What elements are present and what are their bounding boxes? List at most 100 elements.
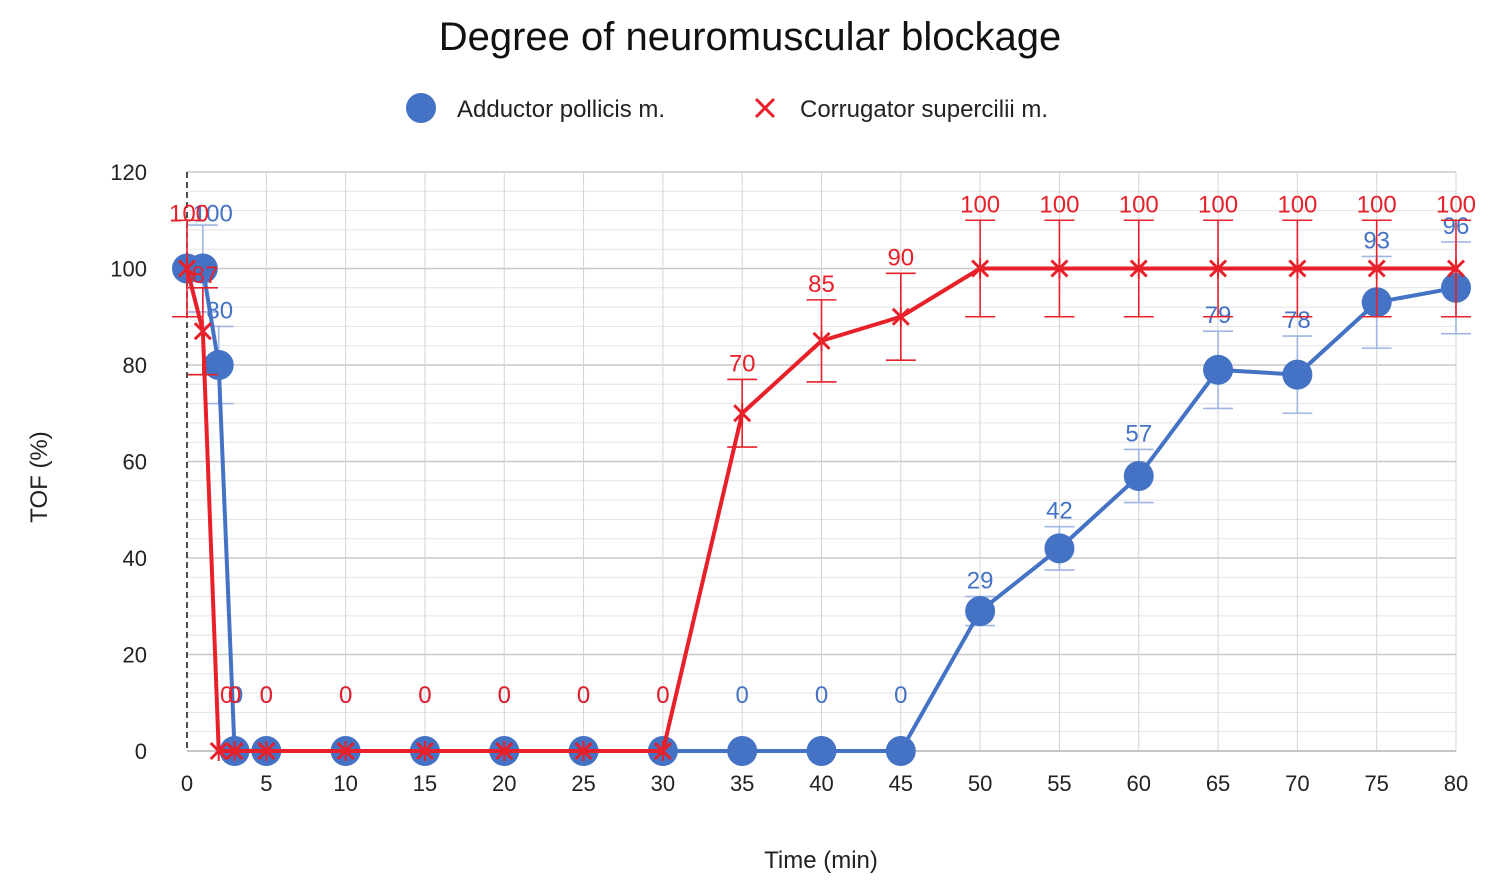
data-label: 0 bbox=[339, 682, 352, 709]
y-tick-label: 100 bbox=[110, 257, 147, 282]
data-label: 57 bbox=[1125, 420, 1152, 447]
data-label: 0 bbox=[260, 682, 273, 709]
data-point bbox=[727, 736, 758, 766]
data-point bbox=[1123, 460, 1154, 491]
data-label: 42 bbox=[1046, 498, 1073, 525]
data-label: 0 bbox=[498, 682, 511, 709]
data-label: 100 bbox=[1357, 191, 1397, 218]
data-label: 100 bbox=[1436, 191, 1476, 218]
legend-marker-corrugator bbox=[754, 97, 776, 119]
data-label: 0 bbox=[228, 682, 241, 709]
data-label: 87 bbox=[192, 262, 219, 289]
data-point bbox=[733, 403, 752, 424]
data-label: 0 bbox=[498, 682, 511, 709]
series-line bbox=[185, 266, 1456, 753]
y-tick-label: 20 bbox=[123, 643, 147, 668]
data-label: 100 bbox=[169, 201, 209, 228]
data-point bbox=[1050, 258, 1069, 279]
data-label: 0 bbox=[656, 682, 669, 709]
data-label: 0 bbox=[577, 682, 590, 709]
x-tick-label: 70 bbox=[1285, 771, 1309, 796]
y-tick-label: 40 bbox=[123, 546, 147, 571]
data-label: 90 bbox=[887, 244, 914, 271]
data-label: 100 bbox=[960, 191, 1000, 218]
data-point bbox=[1367, 258, 1386, 279]
data-label: 0 bbox=[260, 682, 273, 709]
chart-title: Degree of neuromuscular blockage bbox=[439, 15, 1062, 59]
data-point bbox=[203, 350, 234, 380]
data-point bbox=[495, 741, 514, 761]
data-point bbox=[1203, 354, 1234, 385]
data-point bbox=[177, 258, 197, 279]
data-label: 29 bbox=[967, 568, 994, 595]
data-label: 100 bbox=[1277, 191, 1317, 218]
data-label: 0 bbox=[736, 682, 749, 709]
data-label: 100 bbox=[1198, 191, 1238, 218]
data-point bbox=[1446, 258, 1466, 279]
data-label: 80 bbox=[206, 297, 233, 324]
data-label: 0 bbox=[894, 682, 907, 709]
x-tick-label: 55 bbox=[1047, 771, 1071, 796]
legend-marker-adductor bbox=[406, 93, 436, 123]
data-label: 100 bbox=[193, 201, 233, 228]
x-axis-title: Time (min) bbox=[764, 847, 878, 874]
legend-label-adductor: Adductor pollicis m. bbox=[457, 96, 665, 123]
data-label: 0 bbox=[220, 682, 233, 709]
x-tick-label: 5 bbox=[260, 771, 272, 796]
data-point bbox=[971, 258, 990, 279]
x-tick-label: 30 bbox=[651, 771, 675, 796]
data-label: 0 bbox=[577, 682, 590, 709]
data-point bbox=[891, 306, 910, 327]
data-point bbox=[1044, 533, 1075, 564]
data-label: 70 bbox=[729, 350, 756, 377]
data-point bbox=[1129, 258, 1148, 279]
y-tick-label: 80 bbox=[123, 353, 147, 378]
x-tick-label: 65 bbox=[1206, 771, 1230, 796]
y-axis-title: TOF (%) bbox=[26, 431, 53, 523]
data-label: 0 bbox=[230, 682, 243, 709]
data-point bbox=[1209, 258, 1228, 279]
data-point bbox=[653, 741, 672, 761]
x-tick-label: 50 bbox=[968, 771, 992, 796]
data-label: 0 bbox=[418, 682, 431, 709]
data-point bbox=[336, 741, 355, 761]
x-tick-label: 20 bbox=[492, 771, 516, 796]
data-point bbox=[806, 736, 837, 766]
data-label: 0 bbox=[418, 682, 431, 709]
data-point bbox=[193, 321, 212, 342]
y-tick-label: 120 bbox=[110, 160, 147, 185]
x-tick-label: 0 bbox=[181, 771, 193, 796]
x-tick-label: 35 bbox=[730, 771, 754, 796]
legend: Adductor pollicis m. Corrugator supercil… bbox=[406, 93, 1048, 123]
y-axis-ticks: 0 20 40 60 80 100 120 bbox=[110, 160, 147, 764]
x-tick-label: 45 bbox=[889, 771, 913, 796]
x-tick-label: 15 bbox=[413, 771, 437, 796]
data-point bbox=[885, 736, 916, 766]
x-tick-label: 25 bbox=[571, 771, 595, 796]
data-point bbox=[1288, 258, 1307, 279]
data-label: 0 bbox=[339, 682, 352, 709]
y-tick-label: 0 bbox=[135, 739, 147, 764]
gridlines bbox=[186, 171, 1457, 752]
data-point bbox=[415, 741, 434, 761]
data-label: 100 bbox=[1039, 191, 1079, 218]
data-point bbox=[574, 741, 593, 761]
data-label: 0 bbox=[656, 682, 669, 709]
legend-label-corrugator: Corrugator supercilii m. bbox=[800, 96, 1048, 123]
x-tick-label: 40 bbox=[809, 771, 833, 796]
x-axis-ticks: 0 5 10 15 20 25 30 35 40 45 50 55 60 65 70 75 80 bbox=[181, 771, 1468, 796]
x-tick-label: 10 bbox=[333, 771, 357, 796]
x-tick-label: 75 bbox=[1364, 771, 1388, 796]
data-point bbox=[812, 330, 831, 351]
data-label: 85 bbox=[808, 271, 835, 298]
data-point bbox=[1282, 359, 1313, 390]
data-label: 100 bbox=[1119, 191, 1159, 218]
x-tick-label: 60 bbox=[1127, 771, 1151, 796]
data-point bbox=[225, 741, 244, 761]
data-label: 0 bbox=[815, 682, 828, 709]
data-point bbox=[209, 741, 228, 761]
data-point bbox=[965, 596, 996, 627]
